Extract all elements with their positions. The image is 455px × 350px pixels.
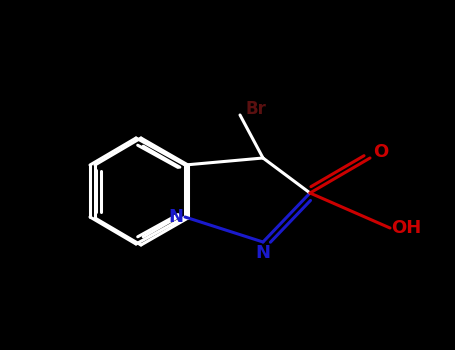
Text: N: N <box>256 244 271 262</box>
Text: OH: OH <box>391 219 421 237</box>
Text: O: O <box>374 143 389 161</box>
Text: N: N <box>168 208 183 226</box>
Text: Br: Br <box>246 100 267 118</box>
